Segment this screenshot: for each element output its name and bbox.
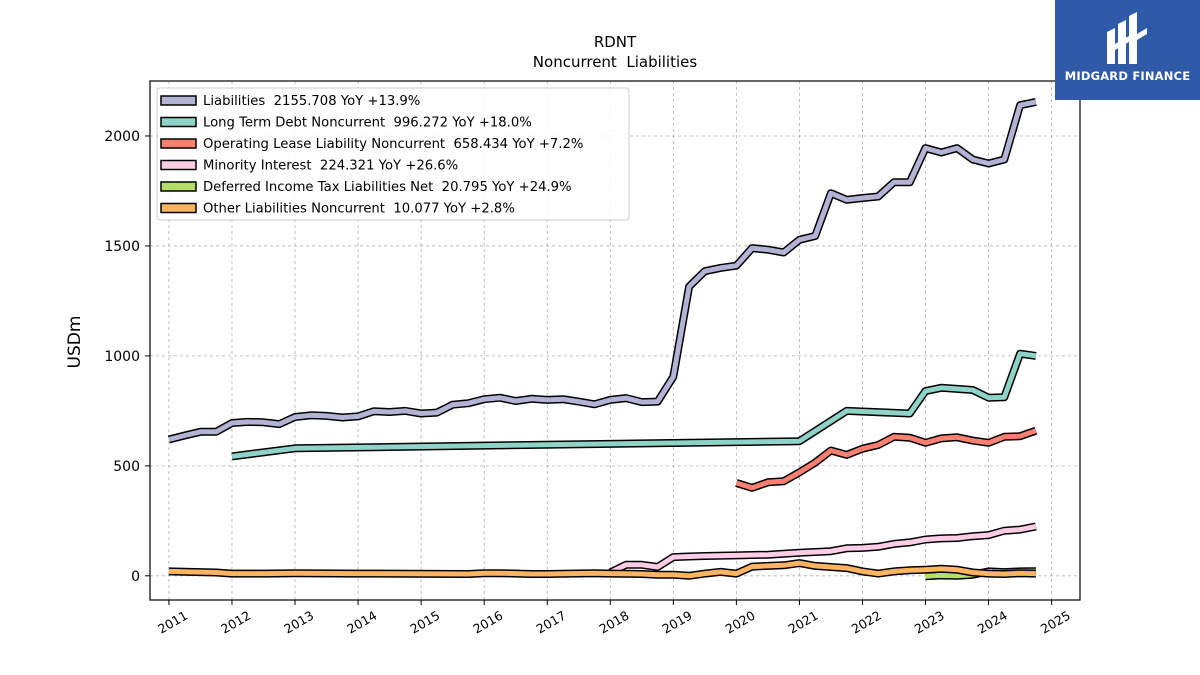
series-3-group	[608, 522, 1037, 577]
plot-frame	[149, 80, 1081, 601]
y-axis-label: USDm	[65, 316, 85, 369]
series-line	[609, 524, 1037, 575]
legend-entry-label: Operating Lease Liability Noncurrent 658…	[203, 137, 583, 152]
legend-swatch	[160, 138, 197, 149]
legend-entry-label: Minority Interest 224.321 YoY +26.6%	[203, 159, 458, 174]
legend-swatch	[160, 181, 197, 192]
midgard-finance-logo: MIDGARD FINANCE	[1055, 0, 1200, 100]
chart-title: RDNT	[594, 33, 637, 51]
x-tick-label: 2014	[344, 608, 379, 637]
legend-entry-label: Other Liabilities Noncurrent 10.077 YoY …	[203, 202, 515, 217]
x-tick-label: 2022	[849, 608, 884, 637]
x-tick-label: 2023	[912, 608, 947, 637]
series-line	[231, 351, 1037, 459]
logo-text: MIDGARD FINANCE	[1064, 69, 1191, 83]
x-tick-label: 2017	[533, 608, 568, 637]
y-tick-label: 1500	[104, 239, 140, 255]
y-tick-label: 2000	[104, 129, 140, 145]
x-tick-label: 2015	[407, 608, 442, 637]
series-1-group	[231, 349, 1037, 461]
x-tick-label: 2021	[786, 608, 821, 637]
legend-box	[156, 87, 630, 221]
series-line	[168, 99, 1037, 442]
midgard-logo-icon	[1107, 12, 1147, 64]
series-line	[735, 428, 1037, 491]
x-tick-label: 2019	[660, 608, 695, 637]
legend: Liabilities 2155.708 YoY +13.9% Long Term…	[156, 87, 630, 221]
series-line	[168, 560, 1036, 579]
legend-swatch	[160, 116, 197, 128]
series-5-group	[168, 559, 1037, 580]
x-tick-label: 2011	[155, 608, 190, 637]
x-tick-label: 2018	[596, 608, 631, 637]
legend-entry-label: Long Term Debt Noncurrent 996.272 YoY +1…	[203, 116, 532, 131]
y-tick-label: 0	[131, 569, 140, 585]
x-axis: 2011 2012 2013 2014 2015 2016 2017 2018 2019 2020…	[155, 600, 1073, 637]
x-tick-label: 2012	[218, 608, 253, 637]
series-2-group	[735, 426, 1038, 492]
x-tick-label: 2025	[1038, 608, 1073, 637]
series-0-group	[167, 97, 1037, 444]
x-tick-label: 2013	[281, 608, 316, 637]
x-tick-label: 2016	[470, 608, 505, 637]
legend-swatch	[160, 95, 197, 106]
x-tick-label: 2024	[975, 608, 1010, 637]
x-tick-label: 2020	[723, 608, 758, 637]
legend-swatch	[160, 202, 197, 214]
legend-entry-label: Deferred Income Tax Liabilities Net 20.7…	[203, 180, 572, 195]
y-tick-label: 500	[113, 459, 140, 475]
chart-subtitle: Noncurrent Liabilities	[533, 53, 698, 71]
legend-swatch	[160, 159, 197, 171]
series-group	[167, 97, 1038, 581]
legend-entry-label: Liabilities 2155.708 YoY +13.9%	[203, 94, 420, 109]
y-axis: 0 500 1000 1500 2000	[104, 129, 150, 585]
y-tick-label: 1000	[104, 349, 140, 365]
